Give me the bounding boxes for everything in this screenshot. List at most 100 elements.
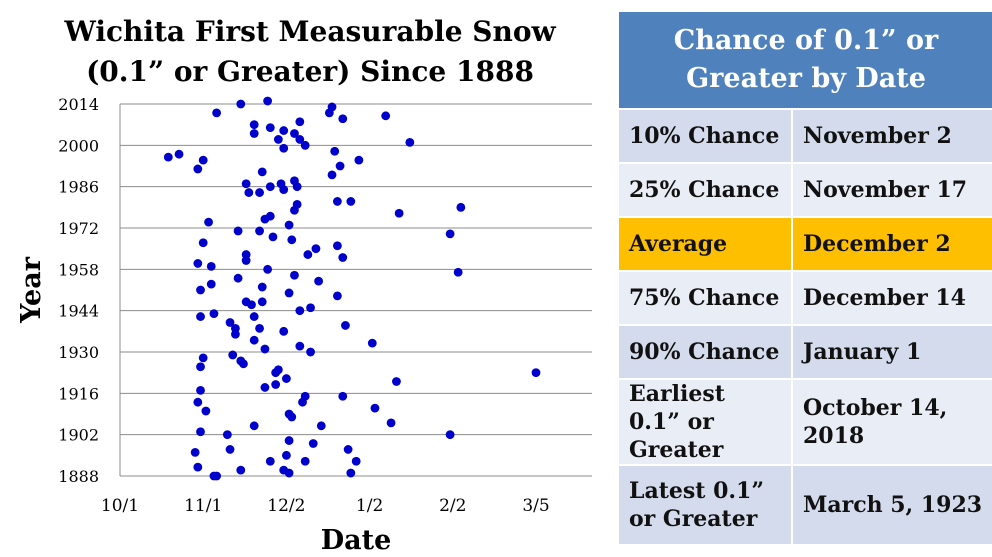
data-point <box>303 250 313 259</box>
data-point <box>255 188 264 197</box>
row-label: 10% Chance <box>617 108 793 164</box>
data-point <box>198 155 208 165</box>
data-point <box>222 430 232 440</box>
data-point <box>332 241 342 251</box>
data-point <box>244 188 254 197</box>
data-point <box>306 347 315 357</box>
snow-date-table: Chance of 0.1” or Greater by Date 10% Ch… <box>617 10 992 546</box>
row-value: March 5, 1923 <box>791 464 992 546</box>
data-point <box>174 149 184 159</box>
x-tick-label: 11/1 <box>184 496 222 516</box>
x-axis-title: Date <box>321 525 392 556</box>
y-tick-label: 2000 <box>58 136 99 155</box>
data-point <box>306 303 315 313</box>
data-point <box>212 471 222 481</box>
data-point <box>330 146 340 156</box>
data-point <box>284 436 294 445</box>
data-point <box>196 362 205 372</box>
data-point <box>265 211 275 221</box>
data-point <box>300 391 310 401</box>
data-point <box>249 120 259 130</box>
data-point <box>265 456 275 466</box>
data-point <box>290 129 299 138</box>
data-point <box>273 365 283 375</box>
data-point <box>209 309 219 319</box>
data-point <box>445 229 455 239</box>
data-point <box>311 244 321 254</box>
x-tick-label: 10/1 <box>101 496 139 516</box>
data-point <box>193 462 203 472</box>
data-point <box>300 140 310 150</box>
data-point <box>295 306 305 316</box>
data-point <box>193 397 203 407</box>
data-point <box>206 261 216 271</box>
x-tick-label: 12/2 <box>267 496 305 516</box>
data-point <box>290 270 299 280</box>
data-point <box>351 456 361 466</box>
chart-title-line-1: Wichita First Measurable Snow <box>64 15 556 48</box>
y-tick-label: 1930 <box>58 343 99 362</box>
data-point <box>316 421 326 431</box>
data-point <box>338 253 348 262</box>
data-point <box>257 297 267 307</box>
data-point <box>204 217 213 227</box>
data-point <box>335 161 345 171</box>
data-point <box>255 323 264 333</box>
table-row: Earliest 0.1” or Greater October 14, 201… <box>617 378 992 466</box>
data-point <box>346 197 356 206</box>
data-point <box>295 341 305 351</box>
data-point <box>236 465 246 475</box>
row-value: November 17 <box>791 162 992 218</box>
data-point <box>260 344 270 354</box>
y-tick-label: 1902 <box>58 426 99 445</box>
data-point <box>354 155 364 165</box>
data-point <box>386 418 396 428</box>
y-tick-label: 1958 <box>58 260 99 279</box>
data-point <box>193 164 203 174</box>
data-point <box>279 126 289 135</box>
data-point <box>531 368 541 378</box>
row-label: 75% Chance <box>617 270 793 326</box>
data-point <box>265 123 275 133</box>
y-tick-label: 1972 <box>58 219 99 238</box>
chart-title: Wichita First Measurable Snow (0.1” or G… <box>40 12 580 92</box>
data-point <box>225 318 235 327</box>
data-point <box>249 129 259 138</box>
data-point <box>332 197 342 206</box>
data-point <box>445 430 455 440</box>
row-label: Earliest 0.1” or Greater <box>617 378 793 466</box>
row-label: Average <box>617 216 793 272</box>
row-value: November 2 <box>791 108 992 164</box>
data-point <box>198 238 208 248</box>
data-point <box>228 350 238 360</box>
data-point <box>290 176 299 186</box>
data-point <box>233 226 243 236</box>
data-point <box>314 276 324 286</box>
data-point <box>282 374 291 383</box>
table-row: 75% Chance December 14 <box>617 270 992 326</box>
y-tick-label: 1944 <box>58 302 99 321</box>
data-point <box>282 450 291 460</box>
snow-date-table-container: Chance of 0.1” or Greater by Date 10% Ch… <box>617 10 992 557</box>
data-point <box>249 312 259 321</box>
table-header: Chance of 0.1” or Greater by Date <box>617 10 992 110</box>
data-point <box>263 96 273 106</box>
data-point <box>249 335 259 345</box>
data-point <box>236 99 246 109</box>
row-value: January 1 <box>791 324 992 380</box>
data-point <box>273 135 283 144</box>
data-point <box>212 108 222 118</box>
data-point <box>456 202 466 212</box>
data-point <box>284 409 294 419</box>
data-point <box>338 391 348 401</box>
data-point <box>381 111 391 121</box>
data-point <box>287 235 297 245</box>
data-point <box>300 456 310 466</box>
x-tick-label: 1/2 <box>356 496 383 516</box>
data-point <box>327 170 337 180</box>
data-point <box>206 279 216 289</box>
data-point <box>327 102 337 112</box>
data-point <box>163 152 173 162</box>
data-point <box>263 264 273 274</box>
data-point <box>233 273 243 283</box>
